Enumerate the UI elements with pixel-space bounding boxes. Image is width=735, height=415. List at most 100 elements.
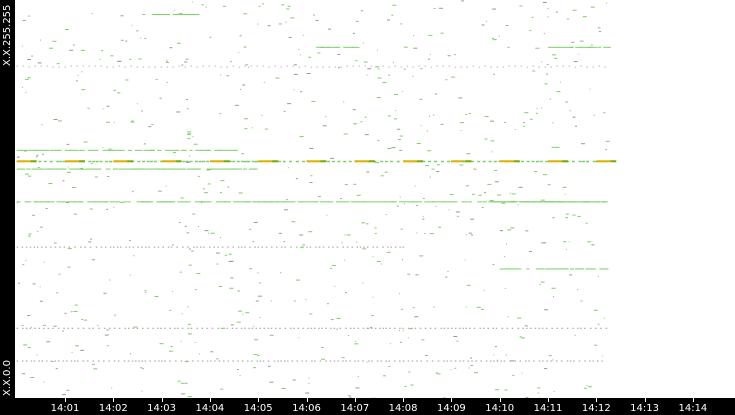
flow-mark [137, 160, 141, 163]
scatter-point [43, 381, 45, 383]
flow-mark [399, 360, 401, 362]
flow-mark [519, 201, 530, 203]
scatter-point [41, 124, 43, 126]
scatter-point [21, 325, 24, 327]
scatter-point [111, 387, 113, 389]
scatter-point [154, 296, 159, 298]
flow-mark [352, 65, 354, 67]
scatter-point [352, 109, 356, 111]
flow-mark [388, 360, 391, 362]
flow-mark [538, 327, 540, 329]
flow-mark [177, 327, 179, 329]
scatter-point [40, 39, 42, 41]
scatter-point [565, 217, 569, 219]
scatter-point [308, 56, 312, 58]
flow-mark [218, 149, 228, 151]
flow-mark [63, 246, 66, 248]
flow-mark [87, 360, 89, 362]
flow-mark [426, 360, 428, 362]
flow-mark [448, 65, 450, 67]
flow-mark [16, 149, 27, 151]
scatter-point [421, 339, 425, 341]
flow-mark [530, 327, 532, 329]
flow-mark [394, 65, 396, 67]
scatter-point [500, 230, 503, 232]
flow-mark [291, 360, 293, 362]
scatter-point [572, 214, 576, 216]
scatter-point [491, 37, 494, 39]
scatter-point [356, 241, 358, 243]
scatter-point [377, 77, 382, 79]
scatter-point [130, 121, 135, 123]
scatter-point [91, 259, 95, 261]
scatter-point [484, 138, 488, 140]
flow-mark [109, 327, 111, 329]
scatter-point [492, 264, 495, 266]
flow-mark [318, 327, 320, 329]
flow-mark [376, 201, 385, 203]
x-tick [65, 398, 66, 402]
flow-mark [251, 201, 261, 203]
flow-mark [568, 65, 570, 67]
scatter-point [77, 74, 79, 76]
flow-mark [581, 46, 592, 48]
flow-mark [408, 327, 410, 329]
scatter-point [454, 367, 457, 369]
scatter-point [493, 354, 495, 356]
scatter-point [465, 234, 467, 236]
flow-mark [320, 46, 329, 48]
flow-mark [599, 268, 609, 270]
flow-mark [154, 66, 156, 68]
flow-mark [228, 160, 232, 163]
flow-mark [517, 268, 522, 270]
scatter-point [69, 49, 74, 51]
flow-mark [566, 327, 569, 329]
scatter-point [364, 116, 367, 118]
scatter-point [507, 46, 510, 48]
flow-mark [471, 160, 475, 163]
flow-mark [192, 360, 194, 362]
flow-mark [277, 360, 279, 362]
scatter-point [434, 93, 437, 95]
scatter-point [219, 192, 222, 194]
flow-mark [172, 66, 174, 68]
flow-mark [66, 201, 75, 203]
scatter-point [544, 368, 548, 370]
flow-mark [485, 360, 488, 362]
flow-mark [477, 160, 481, 163]
flow-mark [557, 46, 564, 48]
flow-mark [335, 201, 343, 203]
scatter-point [117, 92, 121, 94]
flow-mark [270, 246, 273, 248]
flow-mark [394, 327, 396, 329]
scatter-point [253, 221, 258, 223]
flow-mark [267, 327, 270, 329]
flow-mark [454, 360, 457, 362]
scatter-point [565, 248, 567, 250]
flow-mark [259, 360, 262, 362]
flow-mark [434, 327, 437, 329]
flow-mark [195, 149, 203, 151]
flow-mark [414, 327, 417, 329]
scatter-point [24, 150, 28, 152]
scatter-point [392, 61, 394, 63]
y-axis: X.X.255.255 X.X.0.0 [0, 0, 15, 415]
flow-mark [575, 46, 582, 48]
scatter-point [371, 315, 374, 317]
flow-mark [372, 246, 374, 248]
scatter-point [28, 175, 32, 177]
flow-mark [221, 246, 224, 248]
scatter-point [42, 153, 45, 155]
scatter-point [220, 180, 225, 182]
scatter-point [429, 233, 434, 235]
flow-mark [73, 201, 84, 203]
scatter-point [374, 233, 377, 235]
flow-mark [147, 327, 149, 329]
scatter-point [88, 241, 92, 243]
scatter-point [448, 209, 450, 211]
scatter-point [148, 126, 152, 128]
flow-mark [187, 327, 190, 329]
scatter-point [178, 13, 183, 15]
scatter-point [185, 99, 188, 101]
flow-mark [540, 201, 547, 203]
